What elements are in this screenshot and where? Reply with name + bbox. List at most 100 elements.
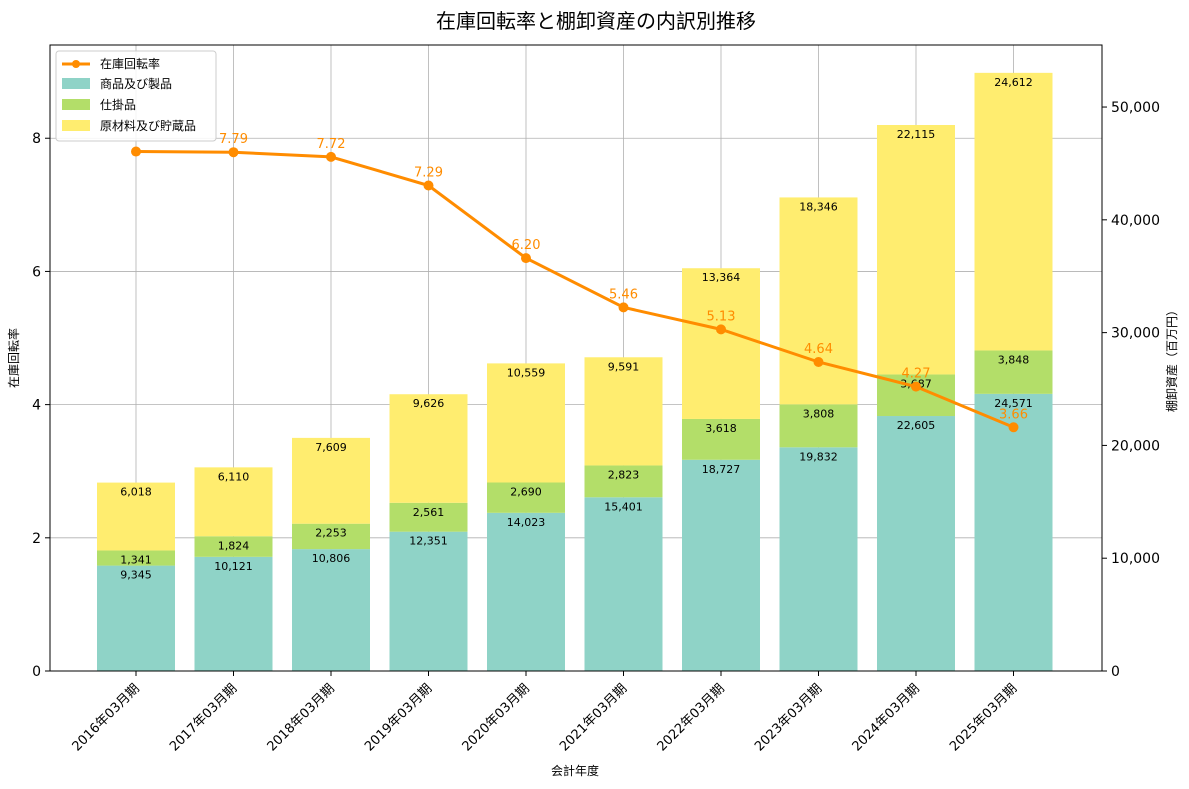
turnover-point <box>1008 422 1019 433</box>
bar-value-label: 2,561 <box>413 506 445 519</box>
bar-value-label: 13,364 <box>702 271 741 284</box>
legend-label: 仕掛品 <box>100 97 136 112</box>
x-tick-label: 2021年03月期 <box>557 681 630 754</box>
x-tick-label: 2019年03月期 <box>362 681 435 754</box>
bar-segment <box>487 482 565 513</box>
x-tick-label: 2022年03月期 <box>655 681 728 754</box>
x-tick-label: 2020年03月期 <box>460 681 533 754</box>
turnover-value-label: 7.72 <box>317 137 346 152</box>
bar-value-label: 1,824 <box>218 539 250 552</box>
bar-segment <box>292 549 370 671</box>
bar-segment <box>584 497 663 671</box>
bar-value-label: 22,605 <box>897 419 936 432</box>
bar-value-label: 6,110 <box>218 470 250 483</box>
y-right-tick-label: 0 <box>1111 664 1120 680</box>
x-tick-label: 2025年03月期 <box>947 681 1020 754</box>
bar-value-label: 9,345 <box>120 569 152 582</box>
x-tick-label: 2018年03月期 <box>265 681 338 754</box>
y-right-tick-label: 30,000 <box>1111 326 1160 342</box>
bar-segment <box>292 437 370 524</box>
y-axis-right-label: 棚卸資産（百万円） <box>1164 304 1179 412</box>
turnover-value-label: 7.79 <box>219 132 248 147</box>
bar-value-label: 18,727 <box>702 463 741 476</box>
bar-segment <box>779 197 858 405</box>
turnover-line: 7.79 7.72 7.29 6.20 5.46 5.13 4.64 4.27 3.66 <box>131 132 1028 433</box>
legend-label: 商品及び製品 <box>100 76 172 91</box>
bar-segment <box>682 418 760 460</box>
y-right-tick-label: 50,000 <box>1111 100 1160 116</box>
turnover-value-label: 4.27 <box>902 367 931 382</box>
turnover-point <box>813 356 824 367</box>
bar-segment <box>194 556 273 671</box>
turnover-value-label: 3.66 <box>999 407 1028 422</box>
bar-segment <box>877 416 955 671</box>
bar-segment <box>487 363 565 483</box>
bar-value-label: 24,571 <box>994 397 1033 410</box>
turnover-value-label: 4.64 <box>804 342 833 357</box>
legend-box <box>55 50 217 142</box>
bar-segment <box>97 482 175 551</box>
bar-segment <box>974 72 1053 351</box>
x-tick-label: 2016年03月期 <box>70 681 143 754</box>
x-axis-label: 会計年度 <box>551 763 599 778</box>
bars <box>97 72 1053 671</box>
y-left-tick-label: 2 <box>32 531 41 547</box>
bar-value-label: 18,346 <box>799 200 838 213</box>
legend-label: 原材料及び貯蔵品 <box>100 119 196 133</box>
plot-frame <box>49 44 1103 672</box>
y-left-tick-label: 6 <box>32 264 41 280</box>
bar-value-label: 10,121 <box>214 560 253 573</box>
bar-segment <box>974 350 1053 394</box>
y-right-tick-label: 20,000 <box>1111 438 1160 454</box>
bar-segment <box>97 550 175 566</box>
legend-swatch <box>62 99 90 110</box>
bar-value-label: 12,351 <box>409 535 448 548</box>
bar-segment <box>389 531 468 671</box>
legend-swatch <box>62 78 90 89</box>
turnover-line-path <box>135 150 1015 429</box>
bar-segment <box>682 459 760 671</box>
bar-segment <box>682 268 760 419</box>
x-tick-label: 2024年03月期 <box>850 681 923 754</box>
bar-value-label: 6,018 <box>120 486 152 499</box>
turnover-point <box>716 324 726 335</box>
bar-value-label: 14,023 <box>507 516 546 529</box>
bar-segment <box>779 404 858 448</box>
bar-value-label: 10,806 <box>312 552 351 565</box>
y-right-tick-label: 40,000 <box>1111 213 1160 229</box>
turnover-point <box>521 253 531 264</box>
turnover-point <box>131 146 141 157</box>
bar-segment <box>974 393 1053 671</box>
turnover-point <box>911 381 921 392</box>
legend-swatch <box>62 120 90 131</box>
bar-segment <box>877 125 955 375</box>
y-axis-left-label: 在庫回転率 <box>6 328 21 388</box>
turnover-value-label: 6.20 <box>512 238 541 253</box>
turnover-point <box>423 180 434 191</box>
bar-segment <box>487 512 565 671</box>
bar-value-label: 3,848 <box>998 353 1030 366</box>
bar-value-label: 1,341 <box>120 553 152 566</box>
bar-value-label: 7,609 <box>315 441 347 454</box>
bar-value-label: 2,253 <box>315 527 347 540</box>
bar-segment <box>97 565 175 671</box>
bar-segment <box>389 502 468 532</box>
turnover-value-label: 5.46 <box>609 287 638 302</box>
y-left-tick-label: 0 <box>32 664 41 680</box>
turnover-point <box>326 151 336 162</box>
bar-value-label: 22,115 <box>897 128 936 141</box>
x-tick-label: 2017年03月期 <box>167 681 240 754</box>
bar-value-label: 15,401 <box>604 500 643 513</box>
turnover-point <box>618 302 629 313</box>
bar-value-label: 2,690 <box>510 485 542 498</box>
bar-segment <box>389 394 468 503</box>
bar-segment <box>584 465 663 498</box>
bar-labels: 9,345 10,121 10,806 12,351 14,023 15,401 18,72… <box>120 76 1033 582</box>
turnover-value-label: 7.29 <box>414 166 443 181</box>
chart-title: 在庫回転率と棚卸資産の内訳別推移 <box>436 9 756 33</box>
legend-line-marker <box>72 60 80 68</box>
bar-value-label: 3,808 <box>803 407 835 420</box>
bar-value-label: 19,832 <box>799 450 838 463</box>
